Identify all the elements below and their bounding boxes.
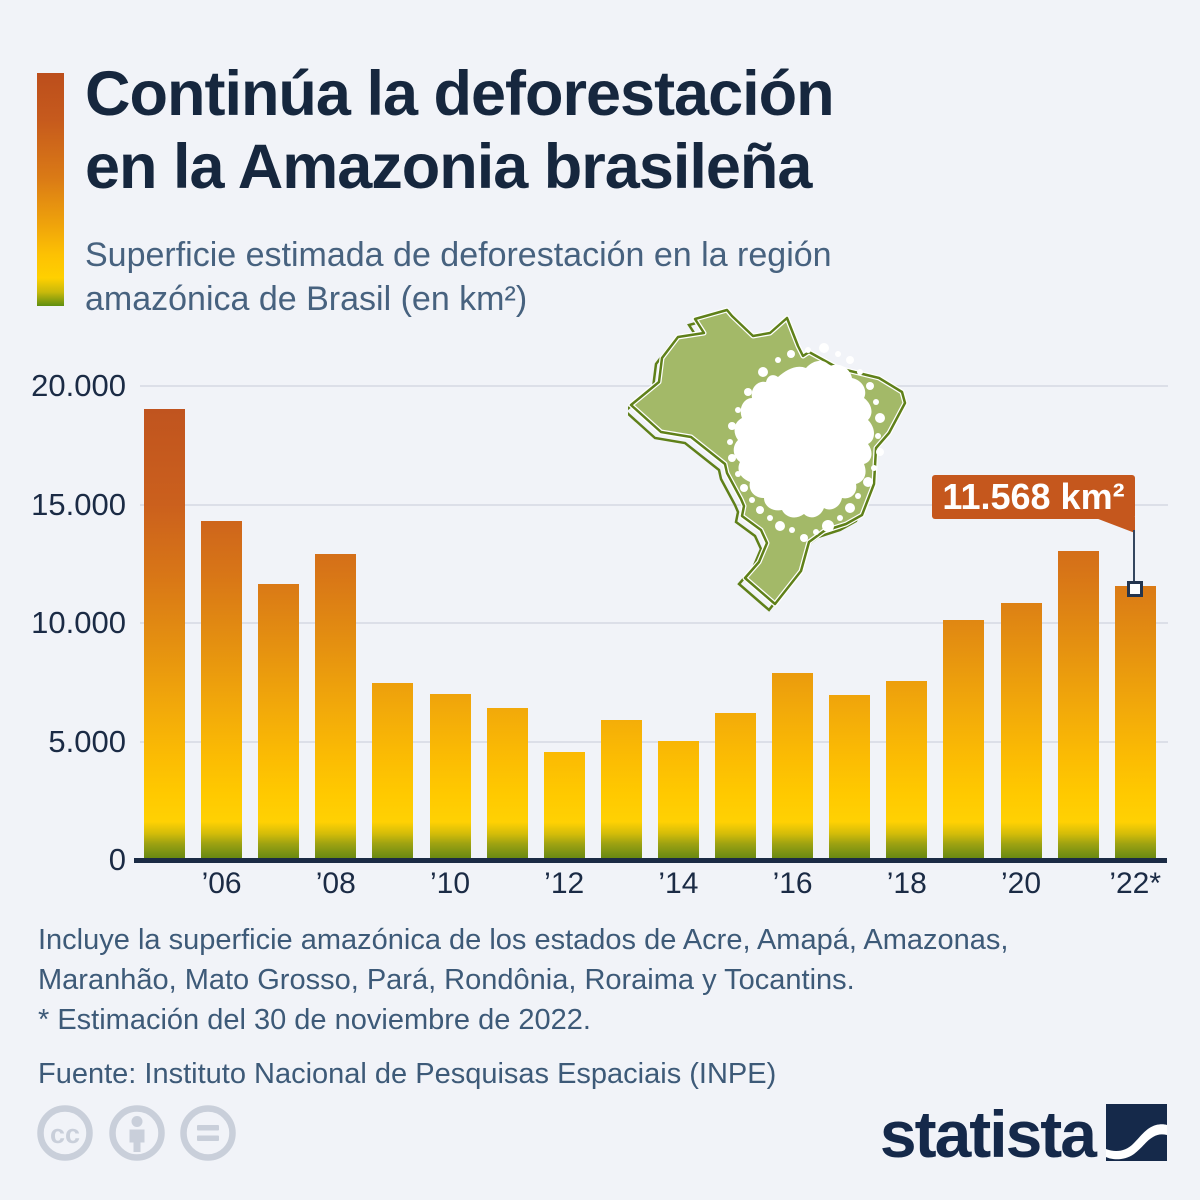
bar-2010 [429,694,471,860]
page-title: Continúa la deforestación en la Amazonia… [85,58,835,204]
y-tick-15.000: 15.000 [31,486,126,522]
x-tick-’10: ’10 [429,867,471,900]
footnote-line-3: * Estimación del 30 de noviembre de 2022… [38,1004,591,1036]
x-tick-’06: ’06 [201,867,242,900]
callout-pointer-line [1133,530,1135,583]
callout-tail [1093,517,1135,533]
bar-2009 [372,683,414,860]
x-tick-’12: ’12 [544,867,585,900]
chart-subtitle: Superficie estimada de deforestación en … [85,233,832,321]
deforested-area-blob [727,343,885,542]
bar-2006 [201,521,243,860]
plot-area [140,385,1168,860]
bar-2016 [772,672,814,860]
bar-2017 [829,695,871,860]
x-tick-’22*: ’22* [1109,867,1162,900]
statista-logo-mark-icon [1106,1104,1167,1161]
source-line: Fuente: Instituto Nacional de Pesquisas … [38,1058,777,1090]
brazil-border-line [629,308,907,606]
bar-2011 [486,707,528,860]
brazil-map [628,307,908,612]
gridline-15.000 [140,503,1168,506]
x-axis-line [134,858,1167,863]
title-accent-stripe [37,73,64,306]
bar-2014 [657,741,699,860]
cc-icon: cc [37,1105,93,1161]
no-derivatives-equals-icon [180,1105,236,1161]
bar-2012 [543,751,585,860]
svg-text:cc: cc [50,1119,80,1149]
bar-2019 [943,619,985,860]
subtitle-line-1: Superficie estimada de deforestación en … [85,236,832,274]
y-tick-10.000: 10.000 [31,605,126,640]
x-tick-’20: ’20 [1000,867,1042,900]
gridline-10.000 [140,622,1168,624]
y-tick-0: 0 [108,842,126,877]
bar-2013 [600,720,642,860]
gridline-5.000 [140,740,1168,743]
bar-2020 [1000,602,1042,860]
x-tick-’18: ’18 [886,867,927,900]
x-tick-’08: ’08 [315,867,356,900]
x-axis-labels: ’06 ’08 ’10 ’12 ’14 ’16 ’18 ’20 ’22* [0,864,1200,904]
bar-2021 [1057,551,1099,860]
bar-2018 [886,681,928,860]
bar-2022* [1114,585,1156,860]
bar-2015 [715,712,756,860]
x-tick-’14: ’14 [658,867,699,900]
y-tick-20.000: 20.000 [31,368,126,403]
license-icon-row: cc [36,1104,296,1164]
y-axis-labels: 20.000 15.000 10.000 5.000 0 [0,369,126,877]
footnote-line-2: Maranhão, Mato Grosso, Pará, Rondônia, R… [38,964,855,996]
value-callout: 11.568 km² [932,475,1135,519]
statista-logo-text: statista [879,1097,1097,1171]
title-line-2: en la Amazonia brasileña [85,132,812,202]
footnote-block: Incluye la superficie amazónica de los e… [38,920,1158,1094]
x-tick-’16: ’16 [772,867,813,900]
title-line-1: Continúa la deforestación [85,59,835,129]
subtitle-line-2: amazónica de Brasil (en km²) [85,280,528,318]
bar-2007 [258,583,300,860]
attribution-person-icon [109,1105,165,1161]
y-tick-5.000: 5.000 [48,723,126,759]
footnote-line-1: Incluye la superficie amazónica de los e… [38,924,1009,956]
callout-marker-square [1127,581,1143,597]
callout-value-label: 11.568 km² [942,476,1125,517]
bar-2008 [315,554,357,860]
bar-2005 [144,409,185,860]
